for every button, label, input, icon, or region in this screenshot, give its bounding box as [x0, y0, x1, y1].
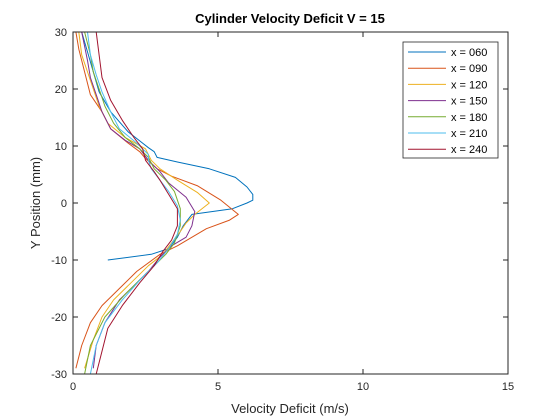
- series-line-7: [95, 31, 178, 375]
- legend-item-5[interactable]: x = 180: [408, 112, 487, 124]
- x-axis-label: Velocity Deficit (m/s): [231, 401, 349, 416]
- y-axis-label: Y Position (mm): [28, 157, 43, 249]
- legend-label: x = 210: [451, 128, 487, 140]
- y-tick-label: 20: [55, 84, 67, 96]
- legend-item-6[interactable]: x = 210: [408, 128, 487, 140]
- y-tick-label: 30: [55, 27, 67, 39]
- series-layer: [75, 31, 254, 375]
- legend[interactable]: x = 060 x = 090 x = 120 x = 150 x = 180 x = 2…: [402, 41, 499, 159]
- legend-item-1[interactable]: x = 060: [408, 47, 487, 59]
- legend-item-7[interactable]: x = 240: [408, 144, 487, 156]
- legend-label: x = 090: [451, 63, 487, 75]
- x-ticks: 0 5 10 15: [70, 32, 514, 393]
- legend-item-2[interactable]: x = 090: [408, 63, 487, 75]
- series-line-3: [78, 31, 210, 369]
- series-line-5: [84, 31, 181, 375]
- legend-box: [402, 41, 499, 159]
- y-tick-label: 10: [55, 141, 67, 153]
- legend-label: x = 150: [451, 96, 487, 108]
- legend-item-3[interactable]: x = 120: [408, 79, 487, 91]
- y-tick-label: -10: [51, 255, 67, 267]
- x-tick-label: 0: [70, 381, 76, 393]
- x-tick-label: 5: [215, 381, 221, 393]
- x-tick-label: 10: [357, 381, 369, 393]
- legend-label: x = 060: [451, 47, 487, 59]
- legend-label: x = 180: [451, 112, 487, 124]
- y-ticks: -30 -20 -10 0 10 20 30: [51, 27, 508, 381]
- x-tick-label: 15: [502, 381, 514, 393]
- legend-label: x = 120: [451, 79, 487, 91]
- chart-title: Cylinder Velocity Deficit V = 15: [195, 11, 385, 26]
- legend-item-4[interactable]: x = 150: [408, 96, 487, 108]
- y-tick-label: -20: [51, 312, 67, 324]
- y-tick-label: -30: [51, 369, 67, 381]
- legend-label: x = 240: [451, 144, 487, 156]
- y-tick-label: 0: [61, 198, 67, 210]
- series-line-6: [87, 31, 181, 375]
